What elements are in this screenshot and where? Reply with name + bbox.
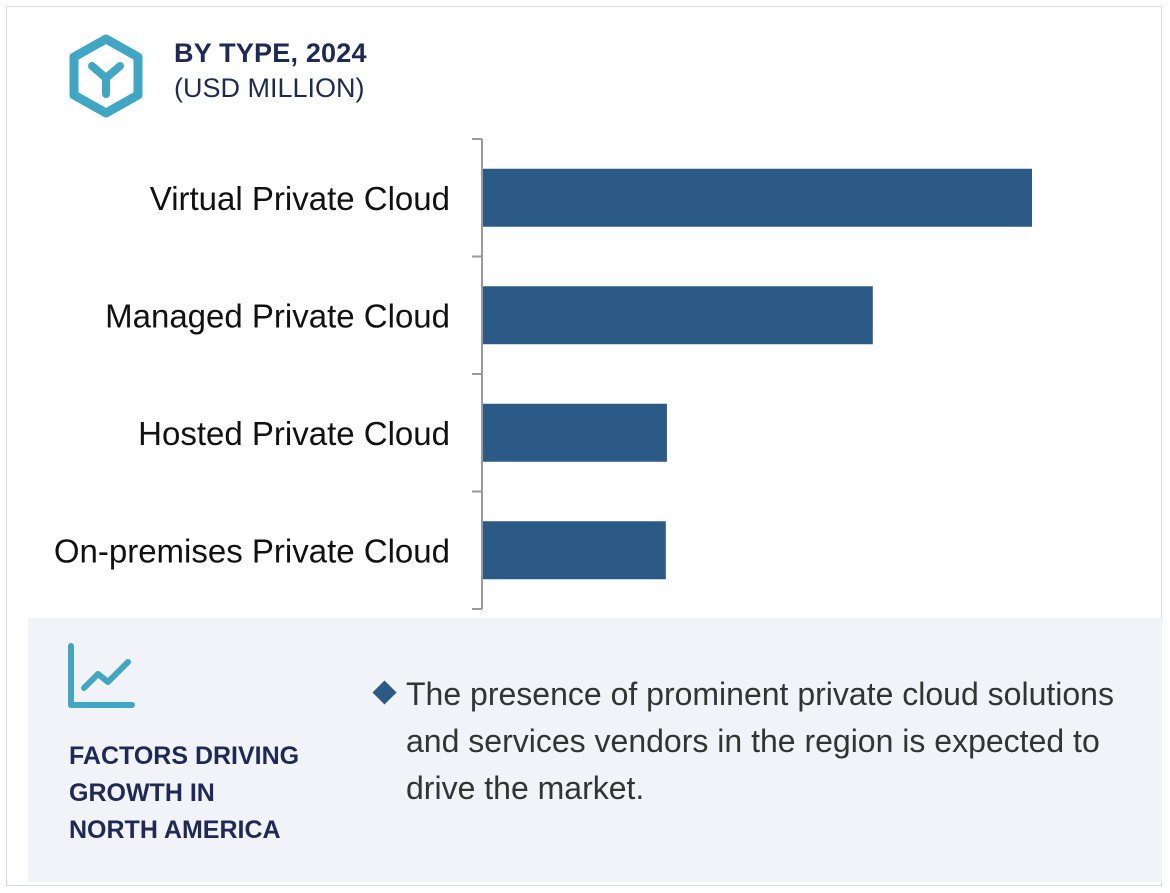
- category-label: Hosted Private Cloud: [138, 415, 450, 452]
- factors-panel: [28, 618, 1162, 882]
- bar: [483, 521, 666, 580]
- bar: [483, 286, 873, 345]
- factors-title: FACTORS DRIVING GROWTH IN NORTH AMERICA: [69, 738, 349, 849]
- cube-icon: [69, 34, 143, 118]
- category-label: On-premises Private Cloud: [54, 532, 450, 569]
- factor-bullet-text: The presence of prominent private cloud …: [406, 676, 1114, 806]
- line-chart-icon: [68, 643, 135, 708]
- factors-title-line: NORTH AMERICA: [69, 816, 281, 844]
- bar-chart: Virtual Private Cloud Managed Private Clo…: [54, 138, 1032, 610]
- chart-subtitle: (USD MILLION): [174, 73, 365, 103]
- category-label: Managed Private Cloud: [105, 297, 450, 334]
- chart-title: BY TYPE, 2024: [174, 38, 367, 68]
- chart-header: BY TYPE, 2024 (USD MILLION): [174, 38, 367, 104]
- factors-title-line: GROWTH IN: [69, 779, 215, 807]
- bar: [483, 168, 1032, 227]
- factors-title-line: FACTORS DRIVING: [69, 742, 300, 770]
- category-label: Virtual Private Cloud: [150, 180, 450, 217]
- bar: [483, 403, 667, 462]
